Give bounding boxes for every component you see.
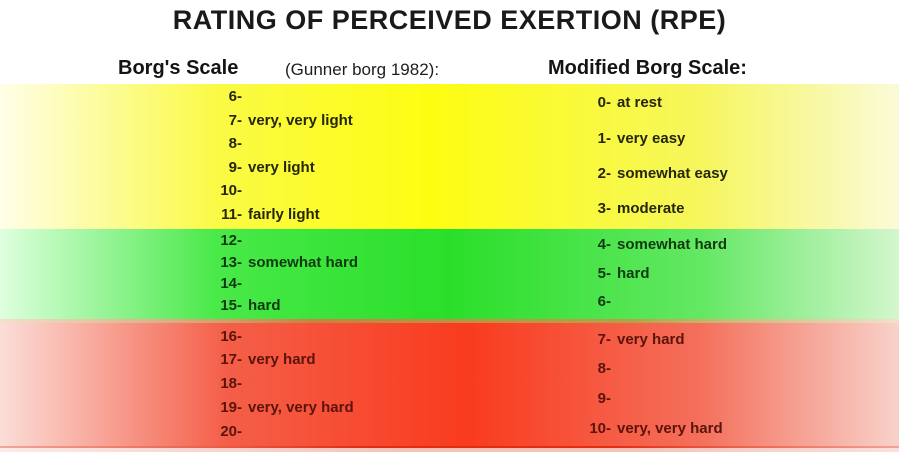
modified-column-green: 4- somewhat hard 5- hard 6- [583, 231, 873, 317]
scale-label: fairly light [248, 205, 320, 223]
scale-row: 0- at rest [583, 94, 873, 113]
scale-number: 16- [220, 327, 242, 345]
scale-number: 19- [220, 398, 242, 416]
modified-column-yellow: 0- at rest 1- very easy 2- somewhat easy 3- mod… [583, 86, 873, 227]
scale-label: somewhat hard [248, 253, 359, 271]
scale-label: very hard [617, 330, 685, 348]
scale-number: 6- [228, 88, 242, 106]
scale-number: 10- [220, 182, 242, 200]
borg-column-red: 16- 17- very hard 18- 19- very, very hard 20- [214, 325, 484, 444]
scale-row: 1- very easy [583, 130, 873, 149]
scale-row: 18- [214, 375, 484, 394]
scale-row: 10- [214, 182, 484, 201]
green-band: 12- 13- somewhat hard 14- 15- hard 4- somewhat… [0, 229, 899, 319]
scale-number: 9- [597, 390, 611, 407]
scale-row: 12- [214, 232, 484, 251]
scale-number: 8- [228, 135, 242, 153]
column-headers: Borg's Scale (Gunner borg 1982): Modifie… [0, 0, 899, 84]
scale-label: very easy [617, 129, 686, 147]
scale-row: 6- [583, 293, 873, 312]
scale-row: 3- moderate [583, 200, 873, 219]
scale-row: 11- fairly light [214, 206, 484, 225]
scale-row: 5- hard [583, 265, 873, 284]
scale-number: 8- [597, 360, 611, 378]
scale-row: 15- hard [214, 297, 484, 316]
scale-row: 13- somewhat hard [214, 254, 484, 273]
scale-number: 0- [597, 94, 611, 112]
scale-label: hard [617, 264, 650, 282]
scale-row: 9- very light [214, 159, 484, 178]
borg-column-yellow: 6- 7- very, very light 8- 9- very light 10- 11-… [214, 86, 484, 227]
borg-scale-header: Borg's Scale [118, 57, 239, 79]
scale-number: 17- [220, 351, 242, 369]
modified-borg-scale-header: Modified Borg Scale: [548, 57, 747, 79]
scale-row: 9- [583, 390, 873, 409]
scale-number: 2- [597, 164, 611, 182]
scale-number: 12- [220, 232, 242, 250]
scale-row: 2- somewhat easy [583, 165, 873, 184]
page-title: RATING OF PERCEIVED EXERTION (RPE) [172, 5, 727, 35]
scale-label: somewhat hard [617, 235, 728, 253]
scale-number: 10- [589, 419, 611, 437]
scale-number: 13- [220, 253, 242, 271]
scale-label: somewhat easy [617, 164, 728, 182]
scale-row: 7- very hard [583, 331, 873, 350]
scale-number: 5- [597, 264, 611, 282]
scale-row: 8- [214, 135, 484, 154]
bottom-red-line [0, 446, 899, 448]
scale-number: 7- [228, 111, 242, 129]
scale-label: very, very hard [248, 398, 354, 416]
scale-row: 20- [214, 423, 484, 442]
borg-column-green: 12- 13- somewhat hard 14- 15- hard [214, 231, 484, 317]
scale-label: moderate [617, 200, 685, 217]
scale-row: 16- [214, 328, 484, 347]
borg-scale-citation: (Gunner borg 1982): [285, 60, 440, 79]
scale-row: 6- [214, 88, 484, 107]
scale-row: 10- very, very hard [583, 420, 873, 439]
scale-row: 19- very, very hard [214, 399, 484, 418]
green-red-divider [0, 319, 899, 323]
scale-number: 18- [220, 375, 242, 393]
scale-label: very light [248, 158, 315, 176]
scale-number: 15- [220, 296, 242, 314]
scale-number: 20- [220, 422, 242, 440]
modified-column-red: 7- very hard 8- 9- 10- very, very hard [583, 325, 873, 444]
yellow-band: 6- 7- very, very light 8- 9- very light 10- 11-… [0, 84, 899, 229]
scale-number: 6- [597, 293, 611, 311]
scale-bands: 6- 7- very, very light 8- 9- very light 10- 11-… [0, 84, 899, 452]
scale-row: 14- [214, 275, 484, 294]
scale-number: 4- [597, 235, 611, 253]
scale-number: 7- [597, 330, 611, 348]
bottom-pale-strip [0, 448, 899, 452]
scale-label: very, very light [248, 111, 353, 129]
scale-number: 11- [221, 205, 242, 223]
scale-label: very hard [248, 351, 316, 369]
scale-number: 14- [220, 275, 242, 293]
scale-number: 9- [228, 158, 242, 176]
scale-label: hard [248, 296, 281, 314]
scale-row: 7- very, very light [214, 112, 484, 131]
scale-row: 8- [583, 360, 873, 379]
scale-row: 17- very hard [214, 351, 484, 370]
scale-label: at rest [617, 94, 663, 112]
scale-label: very, very hard [617, 419, 723, 437]
red-band: 16- 17- very hard 18- 19- very, very hard 20- … [0, 323, 899, 446]
scale-row: 4- somewhat hard [583, 236, 873, 255]
scale-number: 1- [597, 129, 611, 147]
scale-number: 3- [597, 200, 611, 217]
